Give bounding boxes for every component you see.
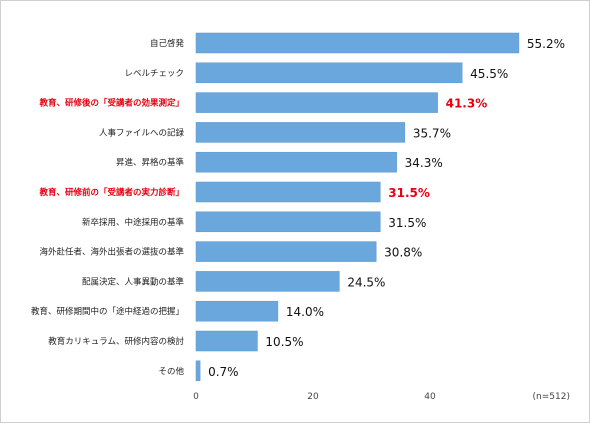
bar-value-label: 41.3% [446, 97, 488, 111]
bar-value-label: 45.5% [470, 67, 508, 81]
category-label: 教育、研修後の「受講者の効果測定」 [38, 98, 184, 109]
value-labels: 55.2% 45.5% 41.3% 35.7% 34.3% 31.5% 31.5% 30.8%… [208, 37, 565, 379]
category-label: 教育、研修前の「受講者の実力診断」 [38, 187, 184, 198]
category-label: 教育カリキュラム、研修内容の検討 [48, 336, 184, 347]
bar-value-label: 55.2% [527, 37, 565, 51]
bar-value-label: 30.8% [384, 246, 422, 260]
category-label: レベルチェック [124, 69, 184, 79]
category-label: 人事ファイルへの記録 [99, 127, 185, 138]
bar-value-label: 31.5% [388, 186, 430, 200]
bar [195, 211, 381, 233]
category-label: 教育、研修期間中の「途中経過の把握」 [31, 306, 184, 317]
bar [195, 32, 520, 54]
bar [195, 330, 258, 352]
category-label: 配属決定、人事異動の基準 [82, 276, 185, 287]
bar [195, 360, 201, 382]
bar [195, 151, 397, 173]
bar [195, 300, 279, 322]
bar-value-label: 34.3% [405, 156, 443, 170]
bar [195, 92, 438, 113]
bar [195, 181, 381, 203]
category-label: 昇進、昇格の基準 [116, 157, 185, 168]
category-label: 自己啓発 [150, 38, 185, 49]
category-label: その他 [158, 366, 184, 377]
category-label: 海外赴任者、海外出張者の選抜の基準 [39, 247, 184, 258]
bar [195, 271, 340, 292]
bar [195, 62, 463, 84]
bar-value-label: 14.0% [286, 305, 324, 319]
bar-value-label: 31.5% [388, 216, 426, 230]
bar [195, 122, 406, 143]
bar-value-label: 10.5% [265, 335, 303, 349]
category-labels: 自己啓発レベルチェック教育、研修後の「受講者の効果測定」人事ファイルへの記録昇進… [31, 38, 185, 377]
category-label: 新卒採用、中途採用の基準 [82, 217, 185, 228]
x-tick-label: 20 [307, 392, 319, 402]
bar [195, 241, 377, 262]
sample-size-note: (n=512) [533, 392, 570, 402]
bar-value-label: 35.7% [413, 126, 451, 140]
bars [195, 32, 520, 382]
x-axis-ticks: 0 20 40 [193, 392, 436, 402]
x-tick-label: 0 [193, 392, 199, 402]
bar-value-label: 24.5% [347, 275, 385, 289]
bar-value-label: 0.7% [208, 365, 239, 379]
x-tick-label: 40 [424, 392, 436, 402]
